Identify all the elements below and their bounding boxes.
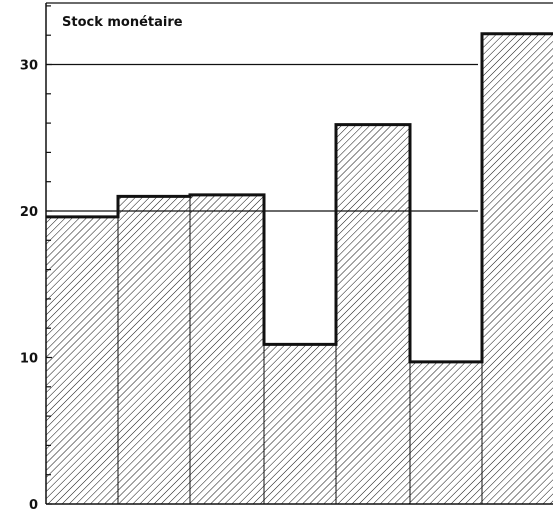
bar-6 — [410, 361, 482, 504]
plot-frame — [46, 2, 553, 505]
chart-title: Stock monétaire — [62, 15, 183, 30]
y-tick-label-0: 0 — [29, 498, 38, 513]
bar-3 — [190, 194, 264, 504]
y-axis: 0 10 20 30 — [20, 3, 52, 513]
bar-7 — [482, 33, 553, 505]
reference-lines — [46, 63, 478, 212]
y-tick-label-30: 30 — [20, 59, 38, 74]
bars — [46, 32, 553, 505]
y-tick-label-20: 20 — [20, 205, 38, 220]
bar-5 — [336, 124, 410, 504]
y-tick-label-10: 10 — [20, 352, 38, 367]
bar-top-outline — [46, 32, 553, 364]
bar-2 — [118, 196, 190, 504]
bar-4 — [264, 344, 336, 504]
bar-1 — [46, 216, 118, 505]
